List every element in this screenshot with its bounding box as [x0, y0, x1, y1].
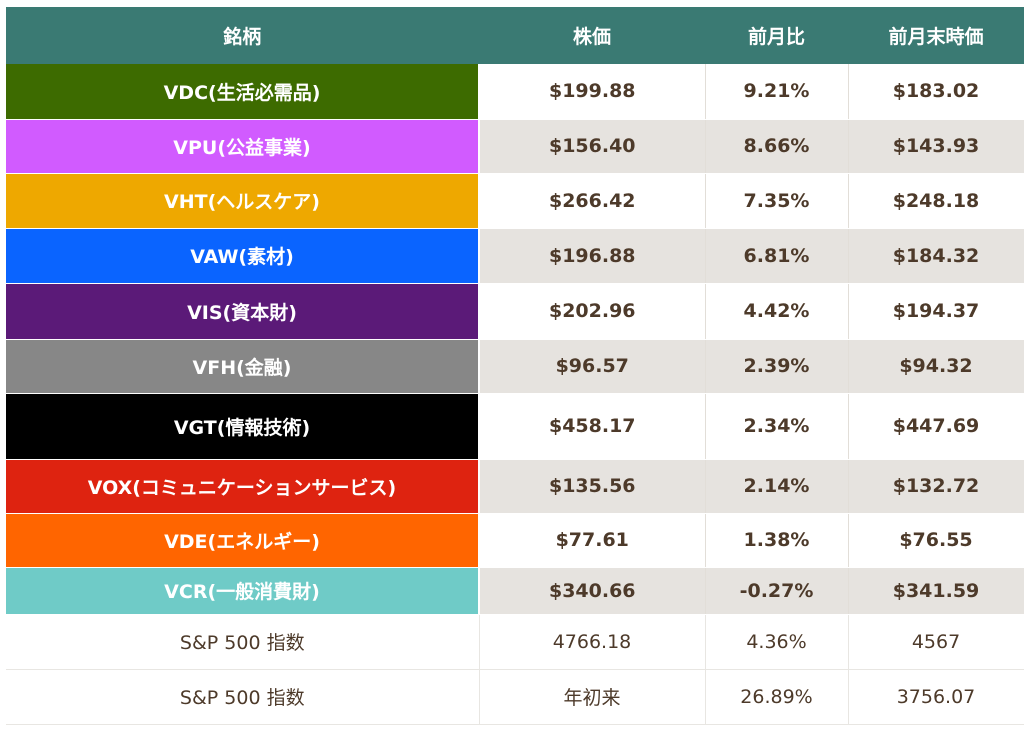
summary-price-cell: 4766.18 — [479, 614, 706, 670]
prev-value-cell: $194.37 — [848, 283, 1024, 340]
price-cell: $199.88 — [479, 64, 706, 120]
price-cell: $135.56 — [479, 459, 706, 514]
summary-change-cell: 4.36% — [705, 614, 849, 670]
ticker-name-cell: VPU(公益事業) — [6, 119, 480, 174]
ticker-name-cell: VGT(情報技術) — [6, 393, 480, 460]
prev-value-cell: $76.55 — [848, 513, 1024, 568]
price-cell: $458.17 — [479, 393, 706, 460]
table-row: VAW(素材) $196.88 6.81% $184.32 — [6, 228, 1024, 284]
summary-prev-value-cell: 4567 — [848, 614, 1024, 670]
header-change: 前月比 — [705, 7, 849, 64]
table-row: VCR(一般消費財) $340.66 -0.27% $341.59 — [6, 567, 1024, 615]
change-cell: 4.42% — [705, 283, 849, 340]
summary-row: S&P 500 指数 4766.18 4.36% 4567 — [6, 614, 1024, 670]
price-cell: $77.61 — [479, 513, 706, 568]
table-row: VHT(ヘルスケア) $266.42 7.35% $248.18 — [6, 173, 1024, 229]
ticker-name-cell: VDC(生活必需品) — [6, 64, 480, 120]
change-cell: 2.14% — [705, 459, 849, 514]
price-cell: $340.66 — [479, 567, 706, 615]
price-cell: $156.40 — [479, 119, 706, 174]
sector-etf-table: 銘柄 株価 前月比 前月末時価 VDC(生活必需品) $199.88 9.21%… — [6, 7, 1024, 725]
summary-change-cell: 26.89% — [705, 669, 849, 725]
change-cell: 2.34% — [705, 393, 849, 460]
prev-value-cell: $248.18 — [848, 173, 1024, 229]
price-cell: $202.96 — [479, 283, 706, 340]
ticker-name-cell: VIS(資本財) — [6, 283, 480, 340]
ticker-name-cell: VCR(一般消費財) — [6, 567, 480, 615]
change-cell: 2.39% — [705, 339, 849, 394]
summary-price-cell: 年初来 — [479, 669, 706, 725]
header-price: 株価 — [479, 7, 706, 64]
ticker-name-cell: VOX(コミュニケーションサービス) — [6, 459, 480, 514]
table-row: VOX(コミュニケーションサービス) $135.56 2.14% $132.72 — [6, 459, 1024, 514]
prev-value-cell: $341.59 — [848, 567, 1024, 615]
prev-value-cell: $447.69 — [848, 393, 1024, 460]
prev-value-cell: $94.32 — [848, 339, 1024, 394]
change-cell: 9.21% — [705, 64, 849, 120]
prev-value-cell: $132.72 — [848, 459, 1024, 514]
header-prev-month-value: 前月末時価 — [848, 7, 1024, 64]
table-row: VPU(公益事業) $156.40 8.66% $143.93 — [6, 119, 1024, 174]
summary-prev-value-cell: 3756.07 — [848, 669, 1024, 725]
table-row: VFH(金融) $96.57 2.39% $94.32 — [6, 339, 1024, 394]
summary-row: S&P 500 指数 年初来 26.89% 3756.07 — [6, 669, 1024, 725]
prev-value-cell: $184.32 — [848, 228, 1024, 284]
change-cell: -0.27% — [705, 567, 849, 615]
ticker-name-cell: VHT(ヘルスケア) — [6, 173, 480, 229]
table-row: VDE(エネルギー) $77.61 1.38% $76.55 — [6, 513, 1024, 568]
ticker-name-cell: VDE(エネルギー) — [6, 513, 480, 568]
summary-name-cell: S&P 500 指数 — [6, 614, 480, 670]
table-header-row: 銘柄 株価 前月比 前月末時価 — [6, 7, 1024, 64]
change-cell: 1.38% — [705, 513, 849, 568]
summary-name-cell: S&P 500 指数 — [6, 669, 480, 725]
table-row: VDC(生活必需品) $199.88 9.21% $183.02 — [6, 64, 1024, 120]
change-cell: 7.35% — [705, 173, 849, 229]
change-cell: 6.81% — [705, 228, 849, 284]
ticker-name-cell: VFH(金融) — [6, 339, 480, 394]
table-row: VGT(情報技術) $458.17 2.34% $447.69 — [6, 393, 1024, 460]
price-cell: $196.88 — [479, 228, 706, 284]
change-cell: 8.66% — [705, 119, 849, 174]
prev-value-cell: $143.93 — [848, 119, 1024, 174]
prev-value-cell: $183.02 — [848, 64, 1024, 120]
ticker-name-cell: VAW(素材) — [6, 228, 480, 284]
price-cell: $96.57 — [479, 339, 706, 394]
table-row: VIS(資本財) $202.96 4.42% $194.37 — [6, 283, 1024, 340]
price-cell: $266.42 — [479, 173, 706, 229]
header-ticker: 銘柄 — [6, 7, 480, 64]
